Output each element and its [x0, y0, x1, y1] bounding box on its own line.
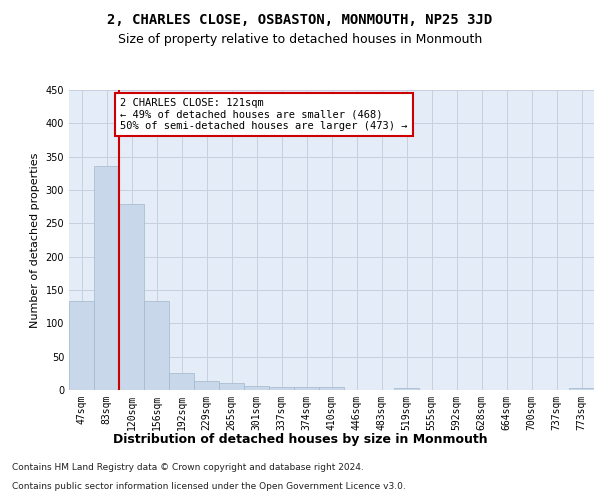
Bar	[219, 384, 244, 390]
Bar	[319, 388, 344, 390]
Bar	[244, 386, 269, 390]
Y-axis label: Number of detached properties: Number of detached properties	[30, 152, 40, 328]
Bar	[394, 388, 419, 390]
Text: 2 CHARLES CLOSE: 121sqm
← 49% of detached houses are smaller (468)
50% of semi-d: 2 CHARLES CLOSE: 121sqm ← 49% of detache…	[120, 98, 408, 131]
Bar	[144, 300, 169, 390]
Text: Distribution of detached houses by size in Monmouth: Distribution of detached houses by size …	[113, 432, 487, 446]
Bar	[119, 204, 144, 390]
Bar	[569, 388, 594, 390]
Text: Size of property relative to detached houses in Monmouth: Size of property relative to detached ho…	[118, 32, 482, 46]
Bar	[294, 388, 319, 390]
Bar	[69, 302, 94, 390]
Bar	[194, 380, 219, 390]
Bar	[94, 166, 119, 390]
Text: Contains HM Land Registry data © Crown copyright and database right 2024.: Contains HM Land Registry data © Crown c…	[12, 464, 364, 472]
Text: 2, CHARLES CLOSE, OSBASTON, MONMOUTH, NP25 3JD: 2, CHARLES CLOSE, OSBASTON, MONMOUTH, NP…	[107, 12, 493, 26]
Bar	[269, 386, 294, 390]
Bar	[169, 372, 194, 390]
Text: Contains public sector information licensed under the Open Government Licence v3: Contains public sector information licen…	[12, 482, 406, 491]
